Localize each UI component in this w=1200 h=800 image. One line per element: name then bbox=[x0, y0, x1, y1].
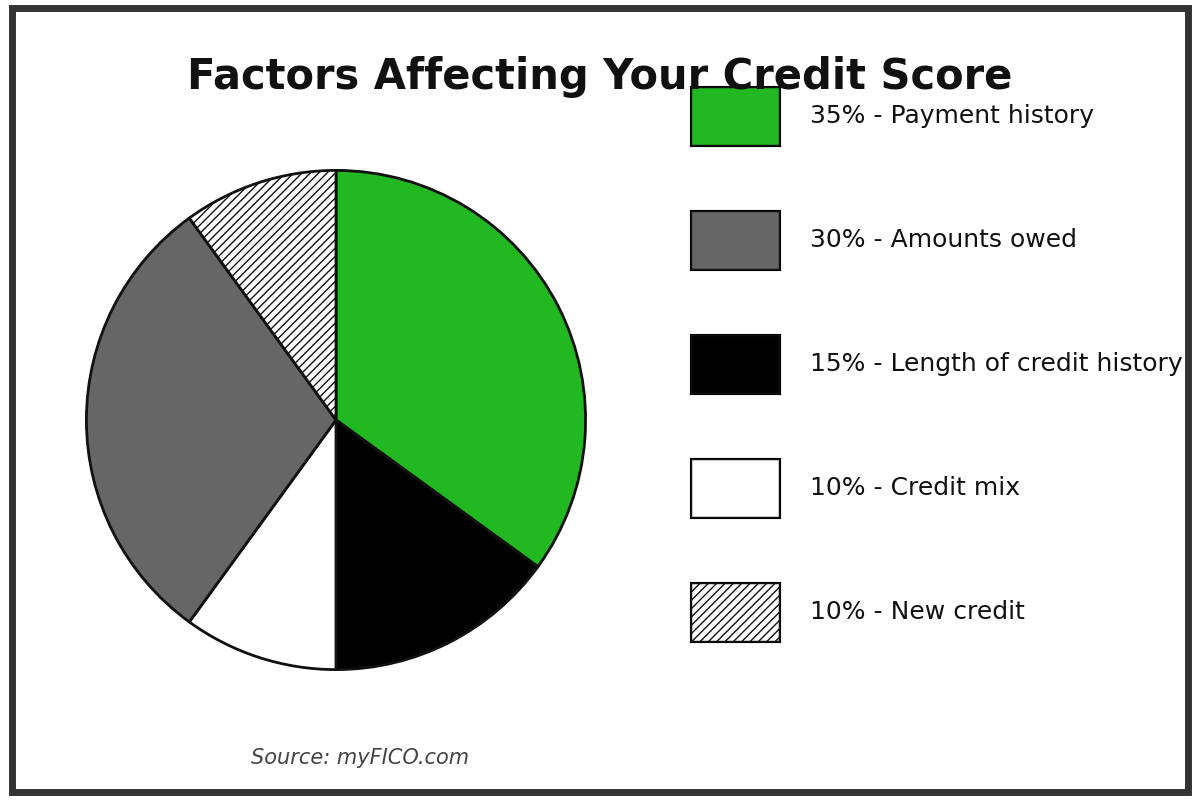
Wedge shape bbox=[86, 218, 336, 622]
Wedge shape bbox=[336, 170, 586, 566]
Text: 10% - New credit: 10% - New credit bbox=[810, 600, 1025, 624]
Text: Factors Affecting Your Credit Score: Factors Affecting Your Credit Score bbox=[187, 56, 1013, 98]
Text: Source: myFICO.com: Source: myFICO.com bbox=[251, 748, 469, 768]
Text: 15% - Length of credit history: 15% - Length of credit history bbox=[810, 352, 1183, 376]
Text: 35% - Payment history: 35% - Payment history bbox=[810, 104, 1094, 128]
Wedge shape bbox=[336, 420, 538, 670]
Wedge shape bbox=[190, 170, 336, 420]
Text: 30% - Amounts owed: 30% - Amounts owed bbox=[810, 228, 1078, 252]
Wedge shape bbox=[190, 420, 336, 670]
Text: 10% - Credit mix: 10% - Credit mix bbox=[810, 476, 1020, 500]
